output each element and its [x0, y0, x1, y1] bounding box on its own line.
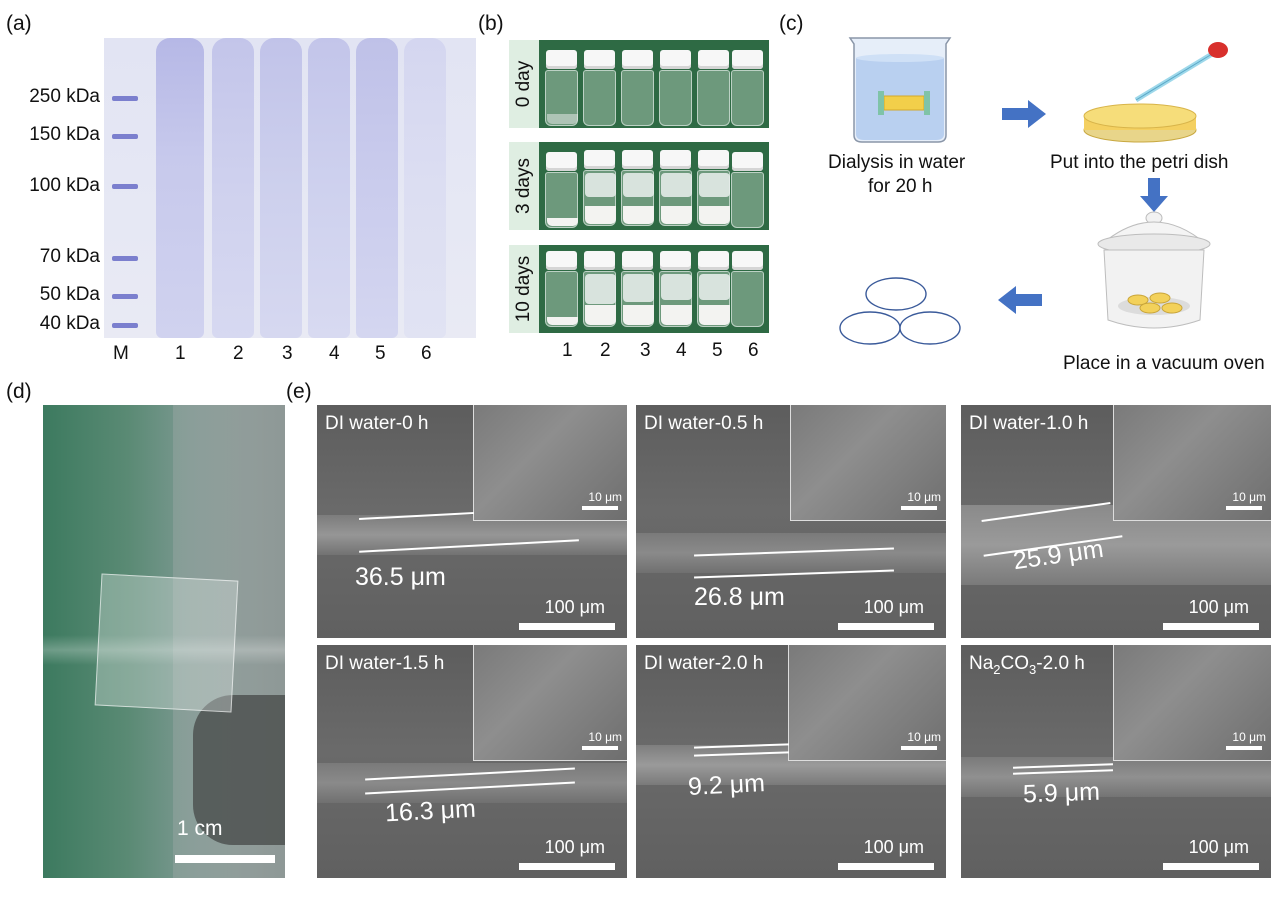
sem-inset: 10 μm [1113, 645, 1271, 761]
gel-lane-4 [308, 38, 350, 338]
panel-label-a: (a) [6, 12, 32, 35]
arrow-down-icon [1140, 178, 1168, 212]
row-label: 3 days [509, 142, 539, 230]
mw-label-70: 70 kDa [39, 246, 100, 267]
panel-label-b: (b) [478, 12, 504, 35]
sem-inset: 10 μm [790, 405, 946, 521]
sem-title: DI water-1.5 h [325, 653, 445, 674]
vial-row-0-day: 0 day [509, 40, 769, 128]
vial-row-3-days: 3 days [509, 142, 769, 230]
lane-label-1: 1 [175, 343, 186, 364]
film-discs-icon [839, 277, 961, 345]
vial-label-3: 3 [640, 340, 651, 361]
sem-inset: 10 μm [1113, 405, 1271, 521]
row-label: 0 day [509, 40, 539, 128]
thickness-label: 16.3 μm [384, 794, 477, 828]
photo-scale-bar [175, 855, 275, 863]
mw-label-40: 40 kDa [39, 313, 100, 334]
step-dialysis-time: for 20 h [868, 176, 933, 197]
gel-lane-5 [356, 38, 398, 338]
sem-inset: 10 μm [473, 645, 627, 761]
sem-title: DI water-0.5 h [644, 413, 764, 434]
beaker-icon [848, 37, 952, 143]
sem-inset: 10 μm [473, 405, 627, 521]
sem-title: DI water-2.0 h [644, 653, 764, 674]
marker-band [112, 96, 138, 101]
thickness-label: 5.9 μm [1022, 777, 1101, 809]
marker-band [112, 184, 138, 189]
petri-dish-icon [1083, 103, 1197, 143]
marker-band [112, 294, 138, 299]
sem-title: Na2CO3-2.0 h [969, 653, 1085, 677]
thickness-label: 26.8 μm [694, 583, 785, 611]
mw-label-250: 250 kDa [29, 86, 100, 107]
vial-row-10-days: 10 days [509, 245, 769, 333]
lane-label-6: 6 [421, 343, 432, 364]
vial-label-2: 2 [600, 340, 611, 361]
sem-title: DI water-1.0 h [969, 413, 1089, 434]
vial-label-5: 5 [712, 340, 723, 361]
gel-lane-2 [212, 38, 254, 338]
thickness-label: 9.2 μm [687, 769, 766, 801]
step-dialysis-label: Dialysis in water [828, 152, 966, 173]
sem-image-0-5h: 10 μm DI water-0.5 h 26.8 μm 100 μm [636, 405, 946, 638]
mw-label-150: 150 kDa [29, 124, 100, 145]
sem-title: DI water-0 h [325, 413, 429, 434]
mw-label-100: 100 kDa [29, 175, 100, 196]
marker-band [112, 323, 138, 328]
arrow-left-icon [998, 286, 1042, 314]
sem-image-2-0h: 10 μm DI water-2.0 h 9.2 μm 100 μm [636, 645, 946, 878]
step-oven-label: Place in a vacuum oven [1063, 353, 1265, 374]
vial-label-6: 6 [748, 340, 759, 361]
pipette-icon [1134, 42, 1228, 103]
photo-scale-label: 1 cm [177, 817, 223, 840]
transparent-film [94, 573, 239, 713]
sem-inset: 10 μm [788, 645, 946, 761]
process-schematic [839, 37, 1228, 345]
gel-lane-6 [404, 38, 446, 338]
sem-image-0h: 10 μm DI water-0 h 36.5 μm 100 μm [317, 405, 627, 638]
lane-label-4: 4 [329, 343, 340, 364]
lane-label-3: 3 [282, 343, 293, 364]
sem-image-1-5h: 10 μm DI water-1.5 h 16.3 μm 100 μm [317, 645, 627, 878]
marker-band [112, 256, 138, 261]
sem-image-1-0h: 10 μm DI water-1.0 h 25.9 μm 100 μm [961, 405, 1271, 638]
vial-label-4: 4 [676, 340, 687, 361]
vacuum-oven-icon [1097, 211, 1211, 329]
marker-band [112, 134, 138, 139]
panel-label-e: (e) [286, 380, 312, 403]
thickness-label: 36.5 μm [355, 563, 446, 591]
lane-label-5: 5 [375, 343, 386, 364]
sds-page-gel [104, 38, 476, 338]
panel-label-c: (c) [779, 12, 804, 35]
mw-label-50: 50 kDa [39, 284, 100, 305]
lane-label-2: 2 [233, 343, 244, 364]
vial-label-1: 1 [562, 340, 573, 361]
sem-image-na2co3-2-0h: 10 μm Na2CO3-2.0 h 5.9 μm 100 μm [961, 645, 1271, 878]
panel-label-d: (d) [6, 380, 32, 403]
step-petri-label: Put into the petri dish [1050, 152, 1229, 173]
arrow-right-icon [1002, 100, 1046, 128]
film-photo: 1 cm [43, 405, 285, 878]
gel-lane-3 [260, 38, 302, 338]
row-label: 10 days [509, 245, 539, 333]
gel-lane-1 [156, 38, 204, 338]
lane-label-m: M [113, 343, 129, 364]
